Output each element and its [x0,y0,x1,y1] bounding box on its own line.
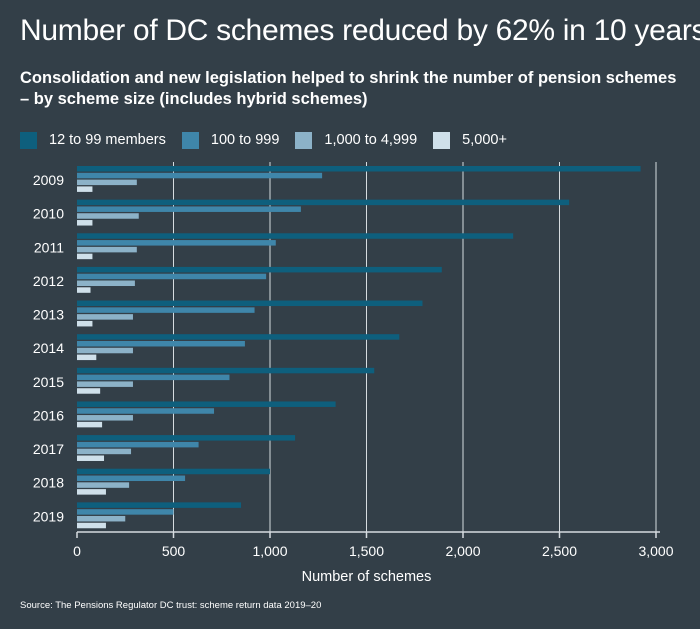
legend: 12 to 99 members 100 to 999 1,000 to 4,9… [20,130,523,150]
bar [77,287,91,293]
bar [77,166,641,172]
legend-label: 100 to 999 [210,132,280,148]
legend-label: 12 to 99 members [49,132,166,148]
bar [77,334,400,340]
bar [77,354,97,361]
bar [77,482,130,488]
category-label: 2010 [33,206,64,222]
legend-item: 1,000 to 4,999 [295,131,418,149]
bar [77,381,133,387]
category-label: 2011 [34,239,64,255]
legend-item: 12 to 99 members [20,131,166,149]
x-tick-label: 500 [162,543,186,559]
bar [77,246,137,253]
bar [77,401,336,407]
legend-swatch [433,131,451,149]
bar [77,220,93,226]
bar [77,455,105,461]
bar [77,206,301,212]
bar [77,199,570,206]
category-label: 2018 [33,475,64,491]
bar [77,240,276,246]
bar [77,468,270,475]
legend-item: 5,000+ [433,131,507,149]
bar [77,172,323,179]
x-tick-label: 0 [73,543,81,559]
legend-item: 100 to 999 [181,131,280,149]
bar [77,307,255,313]
legend-swatch [295,131,313,149]
x-tick-label: 2,500 [542,543,577,559]
bar [77,314,133,320]
bar [77,509,174,515]
x-tick-label: 1,000 [252,543,287,559]
bar [77,415,133,421]
category-label: 2017 [33,441,64,457]
bar [77,502,242,508]
bar [77,340,245,347]
bar [77,388,101,394]
bar [77,253,93,260]
category-label: 2016 [33,407,64,423]
bar [77,448,132,455]
bar [77,320,93,327]
bar [77,408,215,414]
bar [77,374,230,381]
bar [77,179,137,186]
x-axis-title: Number of schemes [302,569,432,585]
x-tick-label: 1,500 [349,543,384,559]
bar [77,273,267,280]
bar [77,421,103,428]
legend-swatch [181,131,199,149]
category-label: 2012 [33,273,64,289]
bar [77,435,296,441]
chart-title: Number of DC schemes reduced by 62% in 1… [20,14,700,47]
source-note: Source: The Pensions Regulator DC trust:… [20,600,322,611]
legend-label: 5,000+ [462,132,507,148]
x-tick-label: 3,000 [638,543,673,559]
bar [77,441,199,448]
bar [77,475,186,482]
bar [77,515,126,522]
bar [77,280,135,287]
category-label: 2015 [33,374,64,390]
chart-subtitle: Consolidation and new legislation helped… [20,69,677,108]
bar [77,186,93,192]
bar [77,266,442,273]
category-label: 2013 [33,307,64,323]
bar [77,489,106,495]
bar [77,233,514,239]
bar [77,347,133,354]
category-label: 2019 [33,508,64,524]
legend-swatch [20,131,37,149]
bar [77,522,106,529]
category-label: 2014 [33,340,64,356]
bar [77,367,375,374]
bar [77,300,423,307]
category-label: 2009 [33,172,64,188]
x-tick-label: 2,000 [445,543,480,559]
bar [77,213,139,219]
legend-label: 1,000 to 4,999 [324,132,418,148]
